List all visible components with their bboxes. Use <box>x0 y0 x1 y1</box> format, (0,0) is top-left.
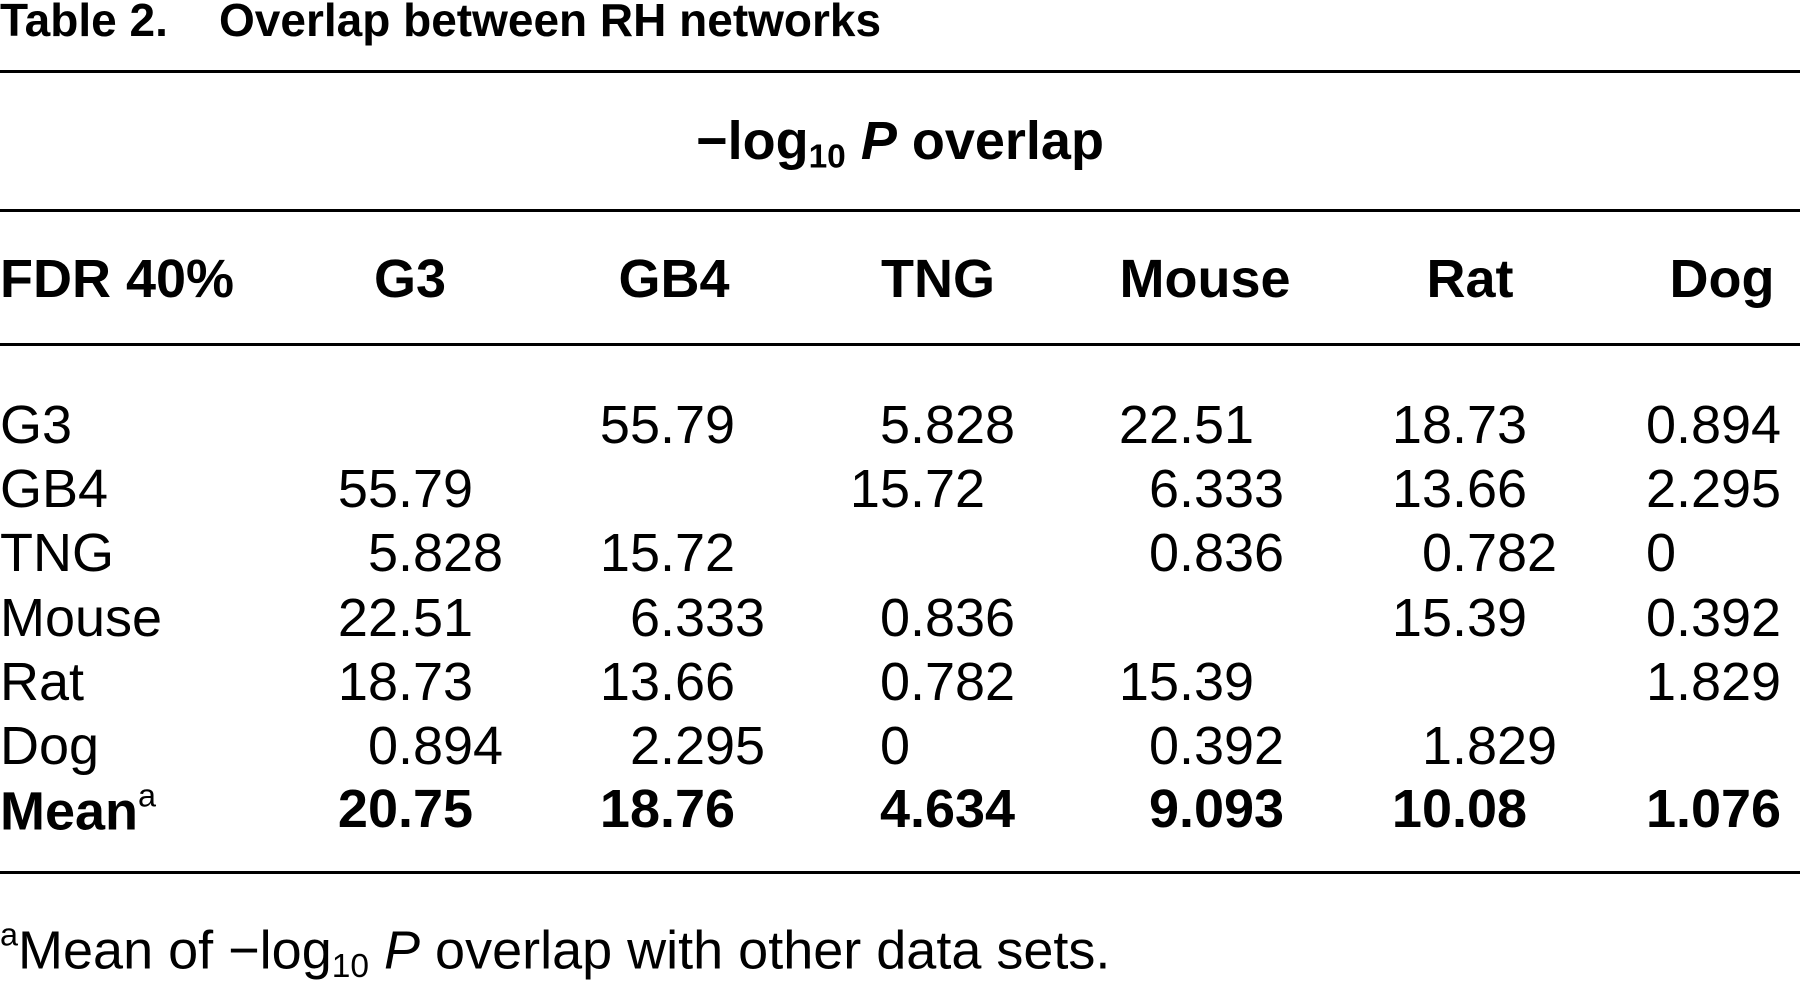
cell: 18.76 <box>599 779 736 839</box>
column-header: TNG <box>881 249 995 309</box>
column-header: Mouse <box>1119 249 1291 309</box>
rule <box>0 343 1800 346</box>
cell: 9.093 <box>1148 779 1285 839</box>
cell: 22.51 <box>1118 395 1255 455</box>
column-header: GB4 <box>618 249 730 309</box>
cell: 5.828 <box>879 395 1016 455</box>
table-label: Table 2. <box>0 0 168 46</box>
row-label: Dog <box>0 716 100 776</box>
cell: 20.75 <box>337 779 474 839</box>
cell: 15.39 <box>1391 588 1528 648</box>
column-header: G3 <box>373 249 447 309</box>
cell: 2.295 <box>1645 459 1782 519</box>
cell: 1.829 <box>1421 716 1558 776</box>
cell: 0.894 <box>367 716 504 776</box>
column-header: Dog <box>1669 249 1775 309</box>
column-header: Rat <box>1426 249 1514 309</box>
spanner-header: −log10 P overlap <box>0 114 1800 174</box>
spanner-italic: P <box>860 111 897 172</box>
cell: 15.72 <box>599 523 736 583</box>
cell: 1.076 <box>1645 779 1782 839</box>
rule <box>0 70 1800 73</box>
mean-label: Meana <box>0 777 157 842</box>
cell: 55.79 <box>599 395 736 455</box>
mean-text: Mean <box>0 781 139 842</box>
table-title: Overlap between RH networks <box>219 0 882 46</box>
rule <box>0 871 1800 874</box>
row-label: GB4 <box>0 459 109 519</box>
cell: 6.333 <box>629 588 766 648</box>
cell: 18.73 <box>337 652 474 712</box>
cell: 0.392 <box>1148 716 1285 776</box>
cell: 2.295 <box>629 716 766 776</box>
cell: 10.08 <box>1391 779 1528 839</box>
cell: 15.39 <box>1118 652 1255 712</box>
footnote-sub: 10 <box>331 947 369 981</box>
cell: 18.73 <box>1391 395 1528 455</box>
cell: 55.79 <box>337 459 474 519</box>
cell: 13.66 <box>599 652 736 712</box>
footnote-text: overlap with other data sets. <box>435 920 1111 981</box>
cell: 6.333 <box>1148 459 1285 519</box>
row-label: TNG <box>0 523 114 583</box>
column-header: FDR 40% <box>0 249 235 309</box>
rule <box>0 209 1800 212</box>
spanner-text: overlap <box>911 111 1104 172</box>
footnote-italic: P <box>383 920 421 981</box>
cell: 22.51 <box>337 588 474 648</box>
cell: 4.634 <box>879 779 1016 839</box>
cell: 0.894 <box>1645 395 1782 455</box>
footnote-text: Mean of −log <box>18 920 332 981</box>
footnote: aMean of −log10 P overlap with other dat… <box>0 919 1110 981</box>
cell: 0.836 <box>879 588 1016 648</box>
row-label: Rat <box>0 652 85 712</box>
row-label: Mouse <box>0 588 163 648</box>
cell: 0.782 <box>1421 523 1558 583</box>
cell: 0 <box>1645 523 1676 583</box>
spanner-text: −log <box>696 111 809 172</box>
cell: 15.72 <box>849 459 986 519</box>
cell: 0.392 <box>1645 588 1782 648</box>
cell: 5.828 <box>367 523 504 583</box>
cell: 0 <box>879 716 910 776</box>
cell: 1.829 <box>1645 652 1782 712</box>
footnote-marker: a <box>0 916 19 953</box>
cell: 0.836 <box>1148 523 1285 583</box>
mean-marker: a <box>138 777 157 814</box>
table-caption: Table 2. Overlap between RH networks <box>0 0 881 43</box>
cell: 0.782 <box>879 652 1016 712</box>
row-label: G3 <box>0 395 73 455</box>
cell: 13.66 <box>1391 459 1528 519</box>
spanner-sub: 10 <box>808 138 846 176</box>
